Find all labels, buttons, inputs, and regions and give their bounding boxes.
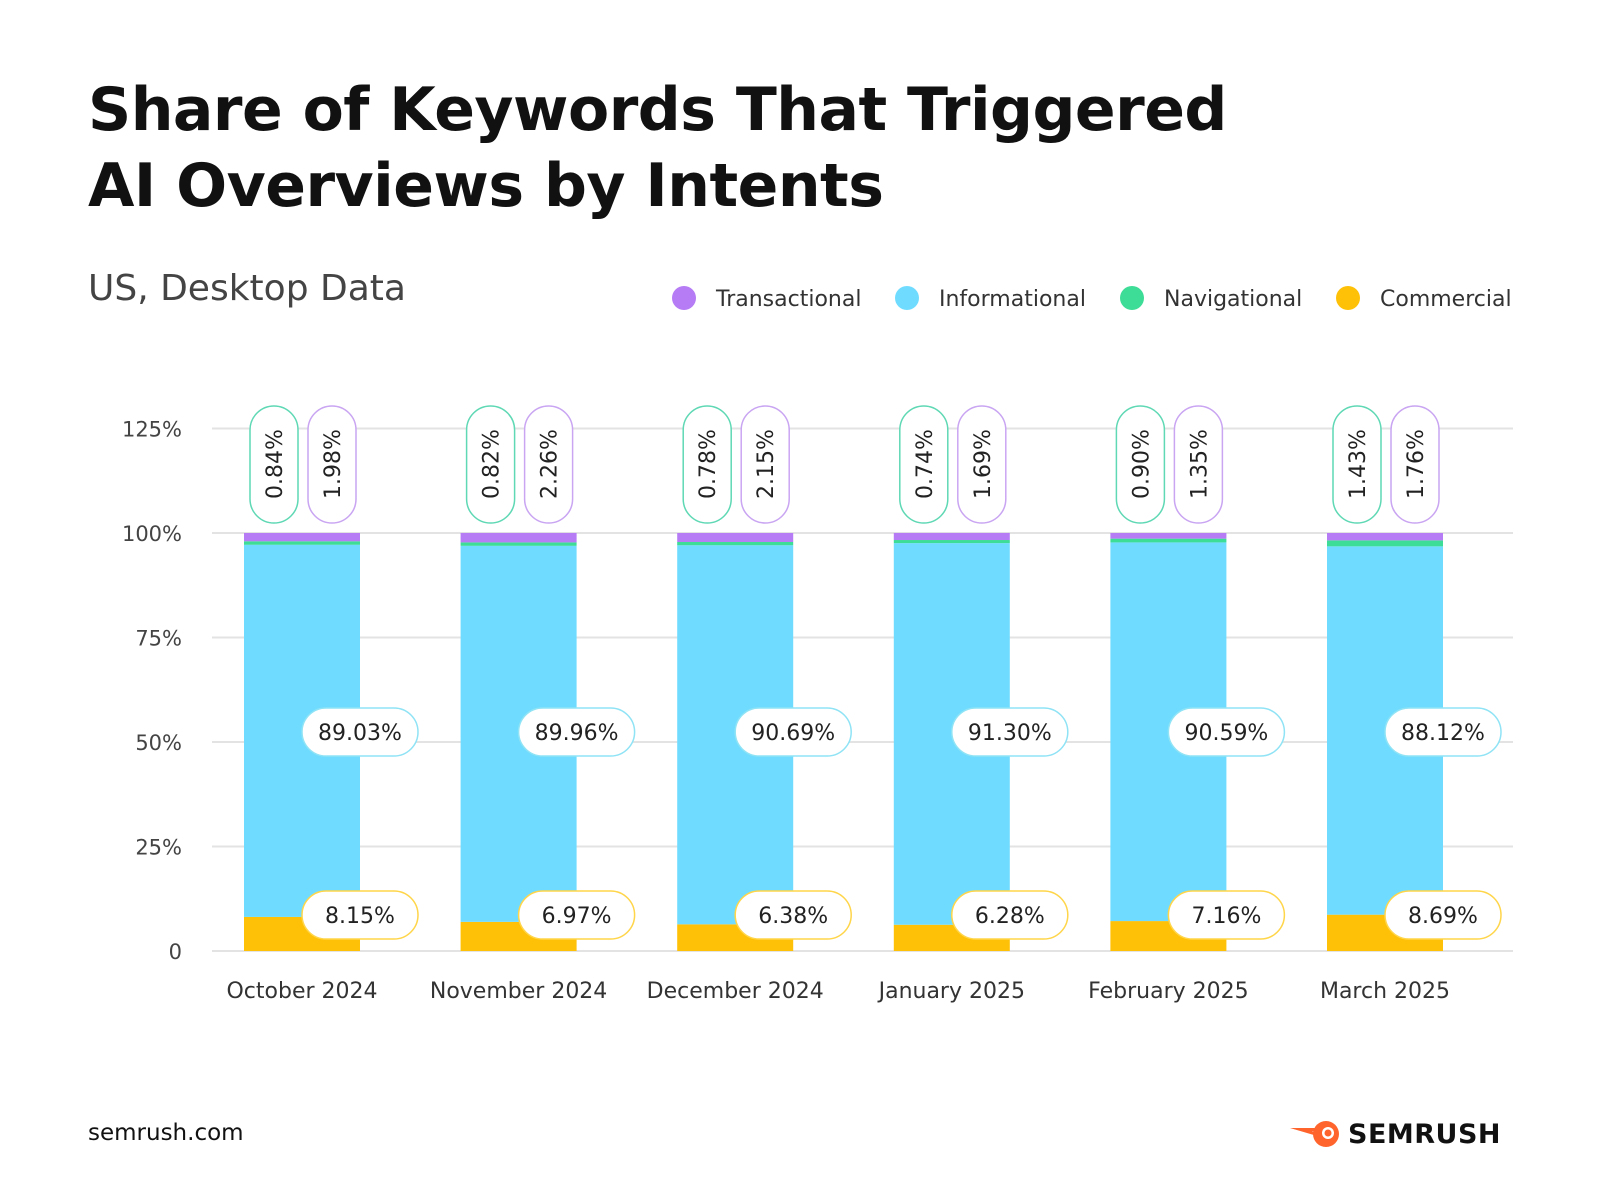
navigational-pill (1115, 405, 1166, 524)
x-tick-label: January 2025 (877, 979, 1025, 1004)
navigational-pill (465, 405, 516, 524)
informational-pill (301, 707, 419, 757)
y-tick-label: 75% (135, 627, 182, 651)
informational-data-label: 88.12% (1401, 721, 1485, 746)
navigational-data-label: 0.84% (263, 429, 288, 499)
bar-segment-navigational (1327, 540, 1443, 547)
bar-segment-transactional (460, 532, 577, 543)
chart-subtitle: US, Desktop Data (88, 268, 406, 309)
y-tick-label: 25% (135, 836, 182, 860)
navigational-pill (1332, 405, 1382, 524)
informational-pill (734, 707, 852, 757)
x-tick-label: December 2024 (647, 979, 824, 1004)
x-tick-label: October 2024 (226, 979, 377, 1004)
x-tick-label: February 2025 (1088, 979, 1248, 1004)
transactional-data-label: 1.76% (1404, 429, 1429, 499)
legend-label-navigational: Navigational (1164, 287, 1302, 312)
navigational-pill (249, 405, 299, 524)
navigational-data-label: 0.90% (1129, 429, 1154, 499)
logo-text: SEMRUSH (1348, 1118, 1502, 1150)
informational-data-label: 89.03% (318, 721, 402, 746)
commercial-data-label: 8.15% (325, 904, 395, 929)
y-tick-label: 125% (122, 418, 182, 442)
transactional-pill (957, 405, 1007, 524)
commercial-data-label: 6.38% (758, 904, 828, 929)
transactional-data-label: 1.98% (321, 429, 346, 499)
x-tick-label: March 2025 (1320, 979, 1450, 1004)
transactional-pill (307, 405, 357, 524)
transactional-pill (740, 405, 790, 524)
semrush-logo: SEMRUSH (1290, 1118, 1501, 1150)
transactional-pill (1390, 405, 1440, 524)
navigational-pill (682, 405, 732, 524)
chart-title: Share of Keywords That Triggered AI Overv… (88, 72, 1227, 224)
bar-segment-transactional (677, 533, 794, 542)
commercial-data-label: 8.69% (1408, 904, 1478, 929)
informational-pill (1384, 707, 1502, 757)
title-line-2: AI Overviews by Intents (88, 151, 884, 221)
commercial-pill (951, 890, 1069, 940)
y-tick-label: 50% (135, 731, 182, 755)
transactional-data-label: 1.69% (971, 429, 996, 499)
transactional-pill (1173, 405, 1224, 524)
commercial-pill (517, 890, 636, 940)
informational-pill (951, 707, 1069, 757)
navigational-data-label: 1.43% (1346, 429, 1371, 499)
bar-segment-transactional (1110, 533, 1227, 539)
informational-pill (517, 707, 636, 757)
commercial-data-label: 7.16% (1191, 904, 1261, 929)
transactional-data-label: 2.26% (538, 429, 563, 499)
y-tick-label: 0 (169, 940, 182, 964)
informational-data-label: 89.96% (535, 721, 619, 746)
transactional-data-label: 2.15% (754, 429, 779, 499)
bar-segment-transactional (1327, 533, 1443, 541)
legend-marker-transactional (672, 286, 696, 310)
commercial-data-label: 6.28% (975, 904, 1045, 929)
legend-marker-navigational (1120, 286, 1144, 310)
commercial-pill (1384, 890, 1502, 940)
informational-data-label: 90.59% (1184, 721, 1268, 746)
legend-label-transactional: Transactional (715, 287, 861, 312)
commercial-data-label: 6.97% (542, 904, 612, 929)
bar-segment-navigational (893, 540, 1010, 544)
legend-marker-informational (895, 286, 919, 310)
x-tick-label: November 2024 (430, 979, 607, 1004)
transactional-data-label: 1.35% (1187, 429, 1212, 499)
bar-segment-transactional (893, 532, 1010, 541)
title-line-1: Share of Keywords That Triggered (88, 75, 1227, 145)
bar-segment-navigational (1110, 538, 1227, 543)
navigational-data-label: 0.74% (913, 429, 938, 499)
navigational-data-label: 0.78% (696, 429, 721, 499)
commercial-pill (301, 890, 419, 940)
transactional-pill (523, 405, 574, 524)
legend-marker-commercial (1336, 286, 1360, 310)
commercial-pill (1167, 890, 1286, 940)
informational-pill (1167, 707, 1286, 757)
commercial-pill (734, 890, 852, 940)
bar-segment-navigational (460, 542, 577, 546)
navigational-data-label: 0.82% (480, 429, 505, 499)
footer-site: semrush.com (88, 1120, 244, 1146)
bar-segment-navigational (677, 541, 794, 546)
bar-segment-transactional (244, 533, 360, 542)
legend-label-informational: Informational (939, 287, 1086, 312)
bar-segment-navigational (244, 541, 360, 545)
legend-label-commercial: Commercial (1380, 287, 1512, 312)
informational-data-label: 90.69% (751, 721, 835, 746)
navigational-pill (899, 405, 949, 524)
informational-data-label: 91.30% (968, 721, 1052, 746)
semrush-fireball-icon (1290, 1121, 1339, 1147)
y-tick-label: 100% (122, 522, 182, 546)
